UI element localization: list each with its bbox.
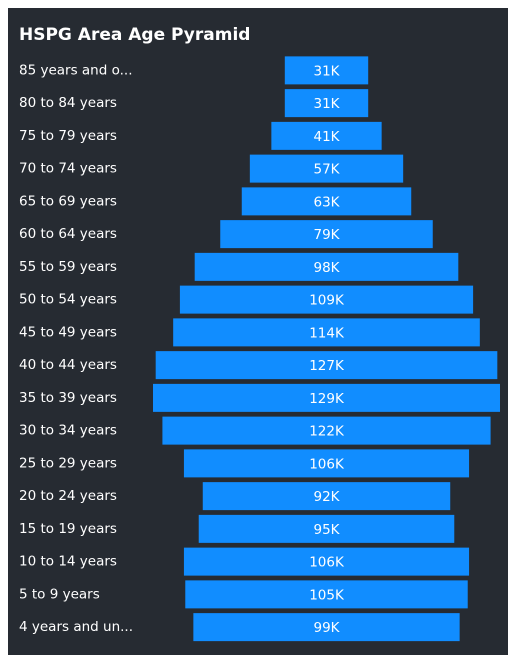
category-label: 25 to 29 years bbox=[19, 455, 117, 471]
category-label: 45 to 49 years bbox=[19, 324, 117, 340]
value-label: 106K bbox=[309, 456, 345, 472]
bar bbox=[183, 449, 470, 478]
category-label: 55 to 59 years bbox=[19, 259, 117, 275]
category-label: 60 to 64 years bbox=[19, 226, 117, 242]
value-label: 98K bbox=[313, 260, 340, 276]
value-label: 114K bbox=[309, 325, 345, 341]
value-label: 63K bbox=[313, 194, 340, 210]
bar bbox=[179, 285, 474, 314]
category-label: 65 to 69 years bbox=[19, 193, 117, 209]
category-label: 5 to 9 years bbox=[19, 586, 100, 602]
value-label: 109K bbox=[309, 293, 345, 309]
category-label: 80 to 84 years bbox=[19, 95, 117, 111]
bar bbox=[284, 56, 369, 85]
value-label: 105K bbox=[309, 587, 345, 603]
bar bbox=[183, 547, 470, 576]
value-label: 95K bbox=[313, 522, 340, 538]
bar bbox=[173, 318, 480, 347]
category-label: 30 to 34 years bbox=[19, 423, 117, 439]
bar bbox=[249, 154, 404, 183]
bar bbox=[241, 187, 412, 216]
category-label: 70 to 74 years bbox=[19, 161, 117, 177]
value-label: 31K bbox=[313, 96, 340, 112]
bar bbox=[194, 252, 459, 281]
value-label: 57K bbox=[313, 162, 340, 178]
value-label: 99K bbox=[313, 620, 340, 636]
bar bbox=[202, 482, 451, 511]
category-label: 20 to 24 years bbox=[19, 488, 117, 504]
value-label: 79K bbox=[313, 227, 340, 243]
category-label: 40 to 44 years bbox=[19, 357, 117, 373]
value-label: 122K bbox=[309, 424, 345, 440]
bar bbox=[185, 580, 468, 609]
bar bbox=[153, 383, 500, 412]
value-label: 106K bbox=[309, 555, 345, 571]
bar bbox=[198, 514, 455, 543]
value-label: 92K bbox=[313, 489, 340, 505]
category-label: 4 years and un... bbox=[19, 619, 133, 635]
bar bbox=[284, 89, 369, 118]
value-label: 31K bbox=[313, 63, 340, 79]
bar bbox=[193, 613, 460, 642]
category-label: 50 to 54 years bbox=[19, 292, 117, 308]
value-label: 129K bbox=[309, 391, 345, 407]
value-label: 127K bbox=[309, 358, 345, 374]
bar bbox=[220, 220, 433, 249]
category-label: 75 to 79 years bbox=[19, 128, 117, 144]
bar bbox=[155, 351, 498, 380]
category-label: 10 to 14 years bbox=[19, 554, 117, 570]
bar bbox=[271, 121, 382, 150]
chart-title: HSPG Area Age Pyramid bbox=[19, 25, 250, 45]
category-label: 15 to 19 years bbox=[19, 521, 117, 537]
bar bbox=[162, 416, 491, 445]
category-label: 85 years and o... bbox=[19, 62, 133, 78]
category-label: 35 to 39 years bbox=[19, 390, 117, 406]
value-label: 41K bbox=[313, 129, 340, 145]
